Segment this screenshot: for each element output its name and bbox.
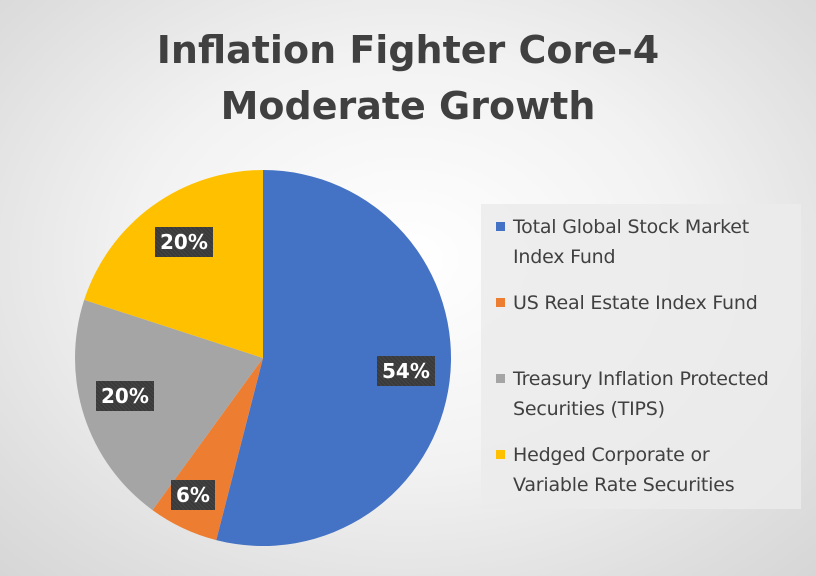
pie-slice-3 bbox=[75, 299, 263, 511]
data-label-2: 6% bbox=[171, 480, 215, 510]
chart-title-line-2: Moderate Growth bbox=[220, 84, 596, 128]
legend-label-2: US Real Estate Index Fund bbox=[513, 288, 758, 318]
pie-slice-4 bbox=[84, 170, 263, 358]
legend-label-1: Total Global Stock Market Index Fund bbox=[513, 212, 749, 272]
legend-label-line: Variable Rate Securities bbox=[513, 474, 735, 496]
legend-swatch-4 bbox=[496, 450, 505, 459]
chart-title: Inflation Fighter Core-4 Moderate Growth bbox=[0, 22, 816, 134]
legend-label-4: Hedged Corporate or Variable Rate Securit… bbox=[513, 440, 735, 500]
legend-label-line: US Real Estate Index Fund bbox=[513, 292, 758, 314]
data-label-1: 54% bbox=[377, 356, 435, 386]
pie-slice-1 bbox=[216, 170, 452, 547]
legend: Total Global Stock Market Index Fund US Re… bbox=[481, 204, 801, 509]
legend-label-3: Treasury Inflation Protected Securities (… bbox=[513, 364, 769, 424]
legend-item-2: US Real Estate Index Fund bbox=[496, 288, 796, 318]
legend-label-line: Index Fund bbox=[513, 246, 616, 268]
legend-label-line: Securities (TIPS) bbox=[513, 398, 665, 420]
legend-label-line: Hedged Corporate or bbox=[513, 444, 710, 466]
chart-title-line-1: Inflation Fighter Core-4 bbox=[156, 28, 660, 72]
legend-swatch-2 bbox=[496, 298, 505, 307]
data-label-4: 20% bbox=[155, 227, 213, 257]
legend-item-4: Hedged Corporate or Variable Rate Securit… bbox=[496, 440, 796, 500]
legend-label-line: Total Global Stock Market bbox=[513, 216, 749, 238]
legend-label-line: Treasury Inflation Protected bbox=[513, 368, 769, 390]
data-label-3: 20% bbox=[96, 381, 154, 411]
legend-swatch-1 bbox=[496, 222, 505, 231]
legend-item-1: Total Global Stock Market Index Fund bbox=[496, 212, 796, 272]
legend-item-3: Treasury Inflation Protected Securities (… bbox=[496, 364, 796, 424]
legend-swatch-3 bbox=[496, 374, 505, 383]
